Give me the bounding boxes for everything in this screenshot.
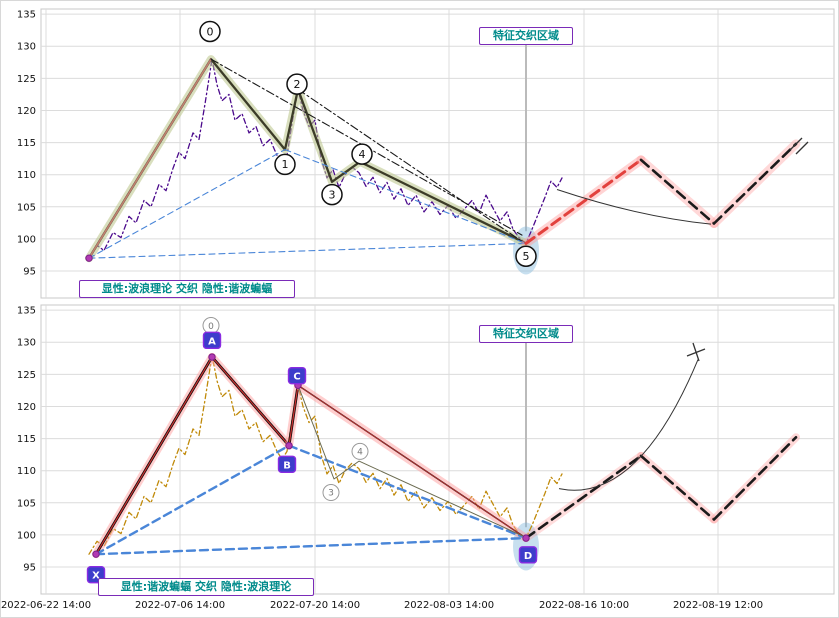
series-forecast-up-1: [521, 155, 646, 248]
svg-text:5: 5: [523, 250, 530, 263]
svg-text:4: 4: [359, 148, 366, 161]
weave-zone-annotation-bottom: 特征交织区域: [479, 325, 573, 343]
vertex-dot: [85, 254, 93, 262]
harmonic-point-D: D: [518, 546, 538, 564]
vertex-dot: [285, 441, 293, 450]
series-forecast-up-2: [710, 433, 800, 524]
subplot-0: 135 130 125 120 115 110 105 100 95 0 1 2 3 4 5: [17, 8, 835, 299]
series-bat-dashed-x-b: [94, 444, 291, 556]
y-tick-label: 100: [17, 530, 36, 541]
series-hidden-bat-x-b: [88, 149, 286, 259]
y-tick-label: 110: [17, 466, 36, 477]
wave-number-0: 0: [202, 317, 220, 335]
series-hidden-bat-x-d: [88, 242, 527, 259]
y-tick-label: 110: [17, 170, 36, 181]
y-tick-label: 120: [17, 106, 36, 117]
y-tick-label: 135: [17, 10, 36, 21]
y-tick-label: 115: [17, 138, 36, 149]
svg-text:X: X: [92, 571, 100, 582]
end-tick-mark: [692, 342, 700, 362]
x-tick-label: 2022-08-16 10:00: [539, 600, 629, 611]
svg-text:4: 4: [357, 448, 363, 458]
wave-number-3: 3: [321, 183, 343, 206]
svg-text:C: C: [293, 372, 300, 383]
series-bat-dashed-b-d: [287, 444, 528, 540]
wave-number-5: 5: [515, 245, 537, 268]
vertex-dot: [92, 550, 100, 558]
y-tick-label: 95: [23, 563, 36, 574]
x-tick-label: 2022-08-19 12:00: [673, 600, 763, 611]
svg-text:1: 1: [282, 158, 289, 171]
svg-text:D: D: [524, 551, 532, 562]
svg-text:2: 2: [294, 78, 301, 91]
y-tick-label: 115: [17, 434, 36, 445]
series-forecast-curve: [558, 359, 699, 491]
y-tick-label: 130: [17, 338, 36, 349]
legend-label-top: 显性:波浪理论 交织 隐性:谐波蝙蝠: [79, 280, 295, 298]
wave-number-2: 2: [286, 73, 308, 95]
series-forecast-down: [636, 155, 719, 228]
wave-number-4: 4: [351, 143, 373, 165]
x-tick-label: 2022-08-03 14:00: [404, 600, 494, 611]
harmonic-point-B: B: [277, 455, 297, 473]
series-bat-leg-xa: [92, 353, 216, 559]
y-tick-label: 125: [17, 74, 36, 85]
series-forecast-up-1: [522, 451, 645, 543]
end-tick-mark: [795, 141, 809, 155]
series-trendline-2-to-zone: [297, 88, 525, 244]
series-forecast-up-2: [709, 139, 801, 228]
y-tick-label: 95: [23, 267, 36, 278]
series-bat-leg-ab: [208, 353, 293, 450]
svg-text:3: 3: [329, 188, 336, 201]
y-tick-label: 130: [17, 42, 36, 53]
y-tick-label: 120: [17, 402, 36, 413]
series-bat-leg-bc: [285, 381, 302, 450]
weave-zone-annotation-top: 特征交织区域: [479, 27, 573, 45]
series-impulse-0-line: [88, 58, 212, 260]
wave-number-0: 0: [199, 20, 221, 43]
wave-number-3: 3: [322, 484, 340, 502]
series-hidden-wave-line: [297, 384, 527, 538]
x-tick-label: 2022-06-22 14:00: [1, 600, 91, 611]
series-hidden-bat-b-d: [284, 149, 527, 244]
harmonic-point-C: C: [287, 366, 307, 385]
series-bat-dashed-x-d: [94, 536, 528, 556]
y-tick-label: 105: [17, 498, 36, 509]
svg-text:A: A: [208, 336, 216, 347]
series-bat-leg-cd: [294, 381, 530, 543]
subplot-1: 135 130 125 120 115 110 105 100 95 0 3 4 X A B C D: [17, 304, 835, 595]
series-price-zigzag: [88, 354, 563, 555]
end-tick-mark: [789, 137, 803, 151]
svg-text:0: 0: [207, 25, 214, 38]
y-tick-label: 125: [17, 370, 36, 381]
svg-text:B: B: [283, 460, 291, 471]
wave-number-1: 1: [274, 153, 296, 176]
svg-text:3: 3: [328, 489, 334, 499]
svg-text:0: 0: [208, 322, 214, 332]
vertex-dot: [522, 534, 530, 542]
legend-label-bottom: 显性:谐波蝙蝠 交织 隐性:波浪理论: [98, 578, 314, 596]
series-forecast-down: [637, 451, 718, 524]
x-tick-label: 2022-07-20 14:00: [270, 600, 360, 611]
series-forecast-curve: [556, 188, 712, 225]
y-tick-label: 135: [17, 306, 36, 317]
wave-number-4: 4: [351, 442, 369, 460]
vertex-dot: [208, 353, 216, 361]
x-tick-label: 2022-07-06 14:00: [135, 600, 225, 611]
harmonic-point-A: A: [202, 331, 222, 350]
y-tick-label: 100: [17, 234, 36, 245]
y-tick-label: 105: [17, 202, 36, 213]
